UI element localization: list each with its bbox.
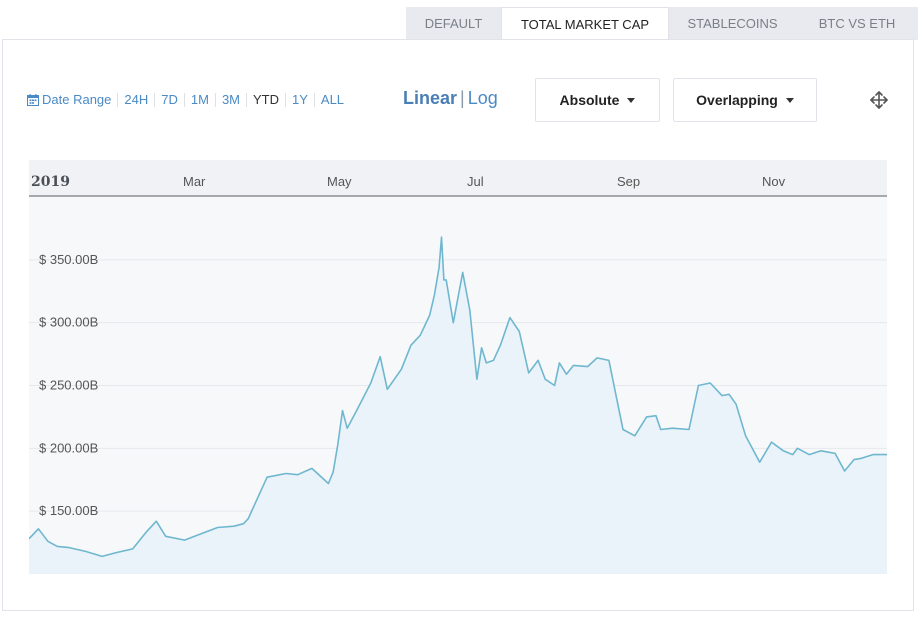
range-1m[interactable]: 1M <box>190 92 209 107</box>
x-tick-label: Nov <box>762 174 786 189</box>
move-arrows-icon[interactable] <box>869 90 889 110</box>
series-line <box>29 236 887 558</box>
scale-divider: | <box>460 88 465 108</box>
scale-linear-button[interactable]: Linear <box>403 88 458 108</box>
caret-down-icon <box>627 97 636 103</box>
absolute-dropdown-label: Absolute <box>559 92 620 108</box>
y-tick-label: $ 250.00B <box>39 378 98 393</box>
series-marks <box>29 236 887 574</box>
date-range-selector: Date Range 24H 7D 1M 3M YTD 1Y ALL <box>27 92 344 107</box>
calendar-icon[interactable] <box>27 93 39 106</box>
series-area <box>29 237 887 574</box>
x-axis-bar <box>29 160 887 196</box>
y-tick-label: $ 150.00B <box>39 503 98 518</box>
range-ytd[interactable]: YTD <box>253 92 279 107</box>
x-axis-labels: 2019 Mar May Jul Sep Nov <box>31 174 786 190</box>
overlapping-dropdown-label: Overlapping <box>696 92 778 108</box>
x-tick-label: Jul <box>467 174 484 189</box>
range-all[interactable]: ALL <box>320 92 345 107</box>
scale-log-button[interactable]: Log <box>467 88 498 108</box>
y-tick-label: $ 350.00B <box>39 252 98 267</box>
scale-toggle: Linear | Log <box>403 88 498 109</box>
x-tick-label: Mar <box>183 174 206 189</box>
range-1y[interactable]: 1Y <box>292 92 308 107</box>
y-tick-label: $ 200.00B <box>39 440 98 455</box>
caret-down-icon <box>785 97 794 103</box>
y-axis-labels: $ 150.00B $ 200.00B $ 250.00B $ 300.00B $ 35… <box>39 252 98 518</box>
absolute-dropdown[interactable]: Absolute <box>535 78 660 122</box>
market-cap-chart[interactable]: $ 150.00B $ 200.00B $ 250.00B $ 300.00B $ 35… <box>29 160 887 574</box>
x-tick-label: May <box>327 174 352 189</box>
range-3m[interactable]: 3M <box>221 92 240 107</box>
date-range-label[interactable]: Date Range <box>42 92 112 107</box>
overlapping-dropdown[interactable]: Overlapping <box>673 78 817 122</box>
x-tick-label: Sep <box>617 174 640 189</box>
tab-default[interactable]: DEFAULT <box>406 7 501 40</box>
tab-total-market-cap[interactable]: TOTAL MARKET CAP <box>501 7 669 40</box>
tab-stablecoins[interactable]: STABLECOINS <box>669 7 796 40</box>
range-7d[interactable]: 7D <box>161 92 178 107</box>
y-tick-label: $ 300.00B <box>39 315 98 330</box>
view-tabs: DEFAULT TOTAL MARKET CAP STABLECOINS BTC… <box>406 7 918 40</box>
tab-btc-vs-eth[interactable]: BTC VS ETH <box>796 7 918 40</box>
x-tick-label: 2019 <box>31 174 70 190</box>
range-24h[interactable]: 24H <box>124 92 149 107</box>
